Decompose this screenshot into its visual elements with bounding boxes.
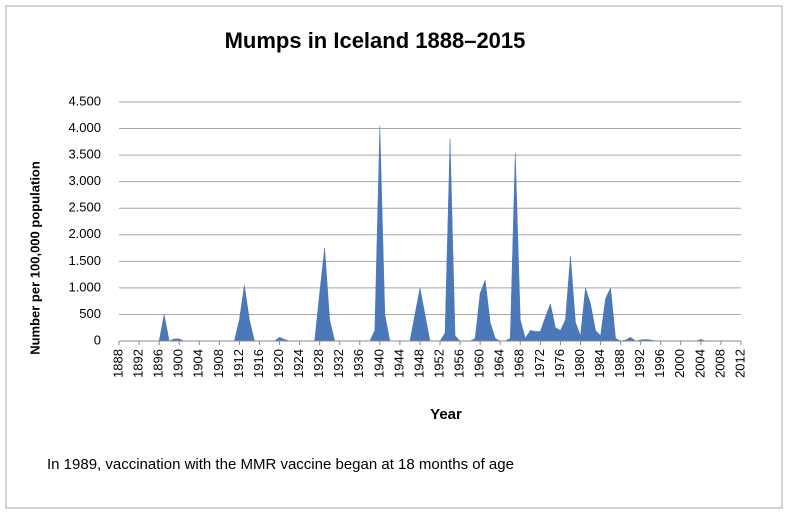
x-tick-label: 1928 xyxy=(311,349,326,378)
x-tick-label: 2008 xyxy=(712,349,727,378)
x-tick-label: 2000 xyxy=(672,349,687,378)
y-tick-label: 3.000 xyxy=(68,173,101,188)
y-tick-label: 3.500 xyxy=(68,147,101,162)
x-tick-label: 1960 xyxy=(472,349,487,378)
x-tick-label: 1932 xyxy=(331,349,346,378)
x-tick-label: 1968 xyxy=(512,349,527,378)
y-tick-label: 2.000 xyxy=(68,226,101,241)
x-tick-label: 1896 xyxy=(151,349,166,378)
x-tick-label: 2012 xyxy=(732,349,747,378)
x-tick-label: 1920 xyxy=(271,349,286,378)
x-axis-label: Year xyxy=(430,406,462,423)
x-tick-label: 1940 xyxy=(371,349,386,378)
y-tick-label: 4.500 xyxy=(68,93,101,108)
x-tick-label: 1888 xyxy=(110,349,125,378)
x-tick-label: 1972 xyxy=(532,349,547,378)
y-tick-label: 0 xyxy=(94,332,101,347)
footnote: In 1989, vaccination with the MMR vaccin… xyxy=(47,456,514,473)
x-tick-label: 1988 xyxy=(612,349,627,378)
x-tick-label: 1980 xyxy=(572,349,587,378)
x-tick-label: 1952 xyxy=(431,349,446,378)
x-tick-label: 1912 xyxy=(231,349,246,378)
x-tick-label: 1924 xyxy=(291,349,306,378)
y-tick-label: 2.500 xyxy=(68,200,101,215)
x-tick-label: 1904 xyxy=(191,349,206,378)
y-axis-label: Number per 100,000 population xyxy=(27,161,42,355)
y-tick-label: 1.500 xyxy=(68,253,101,268)
x-tick-label: 1908 xyxy=(211,349,226,378)
x-tick-label: 1984 xyxy=(592,349,607,378)
chart-frame xyxy=(5,5,783,509)
x-tick-label: 1996 xyxy=(652,349,667,378)
x-tick-label: 1956 xyxy=(452,349,467,378)
x-tick-label: 1948 xyxy=(411,349,426,378)
x-tick-label: 2004 xyxy=(692,349,707,378)
x-tick-label: 1944 xyxy=(391,349,406,378)
x-tick-label: 1916 xyxy=(251,349,266,378)
x-tick-label: 1936 xyxy=(351,349,366,378)
x-tick-label: 1900 xyxy=(171,349,186,378)
x-tick-label: 1964 xyxy=(492,349,507,378)
y-tick-label: 1.000 xyxy=(68,279,101,294)
x-tick-label: 1892 xyxy=(131,349,146,378)
x-tick-label: 1976 xyxy=(552,349,567,378)
chart-title: Mumps in Iceland 1888–2015 xyxy=(225,28,526,53)
x-tick-label: 1992 xyxy=(632,349,647,378)
y-tick-label: 500 xyxy=(79,306,101,321)
y-tick-label: 4.000 xyxy=(68,120,101,135)
